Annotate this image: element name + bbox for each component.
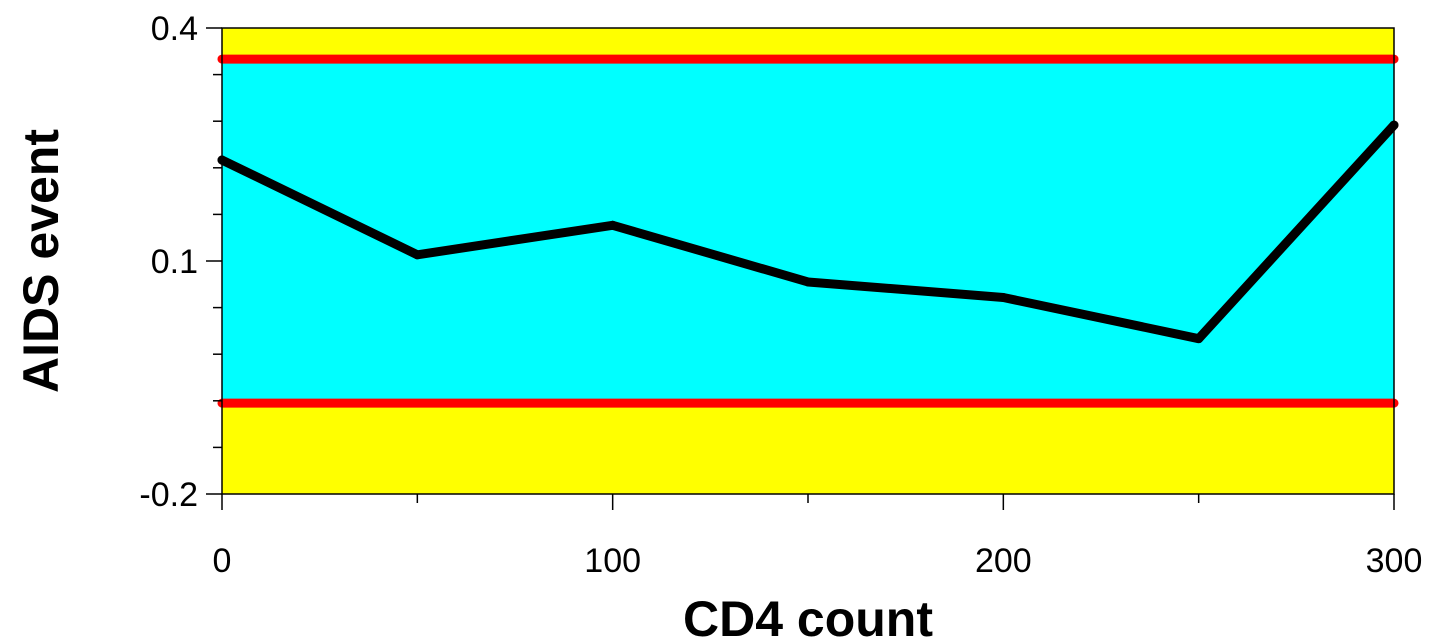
- axes: [206, 27, 1395, 510]
- x-tick-label-3: 300: [1366, 542, 1423, 580]
- reference-lines: [217, 54, 1399, 408]
- x-tick-label-0: 0: [213, 542, 232, 580]
- y-axis-title: AIDS event: [13, 129, 69, 393]
- series-point-0-5: [1194, 334, 1204, 344]
- band-inside: [222, 59, 1394, 404]
- x-tick-label-2: 200: [975, 542, 1032, 580]
- series-layer: [217, 120, 1399, 344]
- series-point-0-2: [608, 220, 618, 230]
- y-tick-label-2: 0.4: [151, 10, 198, 48]
- y-tick-label-1: 0.1: [151, 243, 198, 281]
- series-point-0-4: [998, 293, 1008, 303]
- series-point-0-3: [803, 277, 813, 287]
- series-point-0-1: [412, 250, 422, 260]
- y-tick-label-0: -0.2: [139, 476, 198, 514]
- tick-labels: -0.2 0.1 0.4 0 100 200 300: [139, 10, 1422, 580]
- plot-background: [222, 28, 1394, 494]
- x-tick-label-1: 100: [584, 542, 641, 580]
- x-axis-title: CD4 count: [683, 591, 933, 644]
